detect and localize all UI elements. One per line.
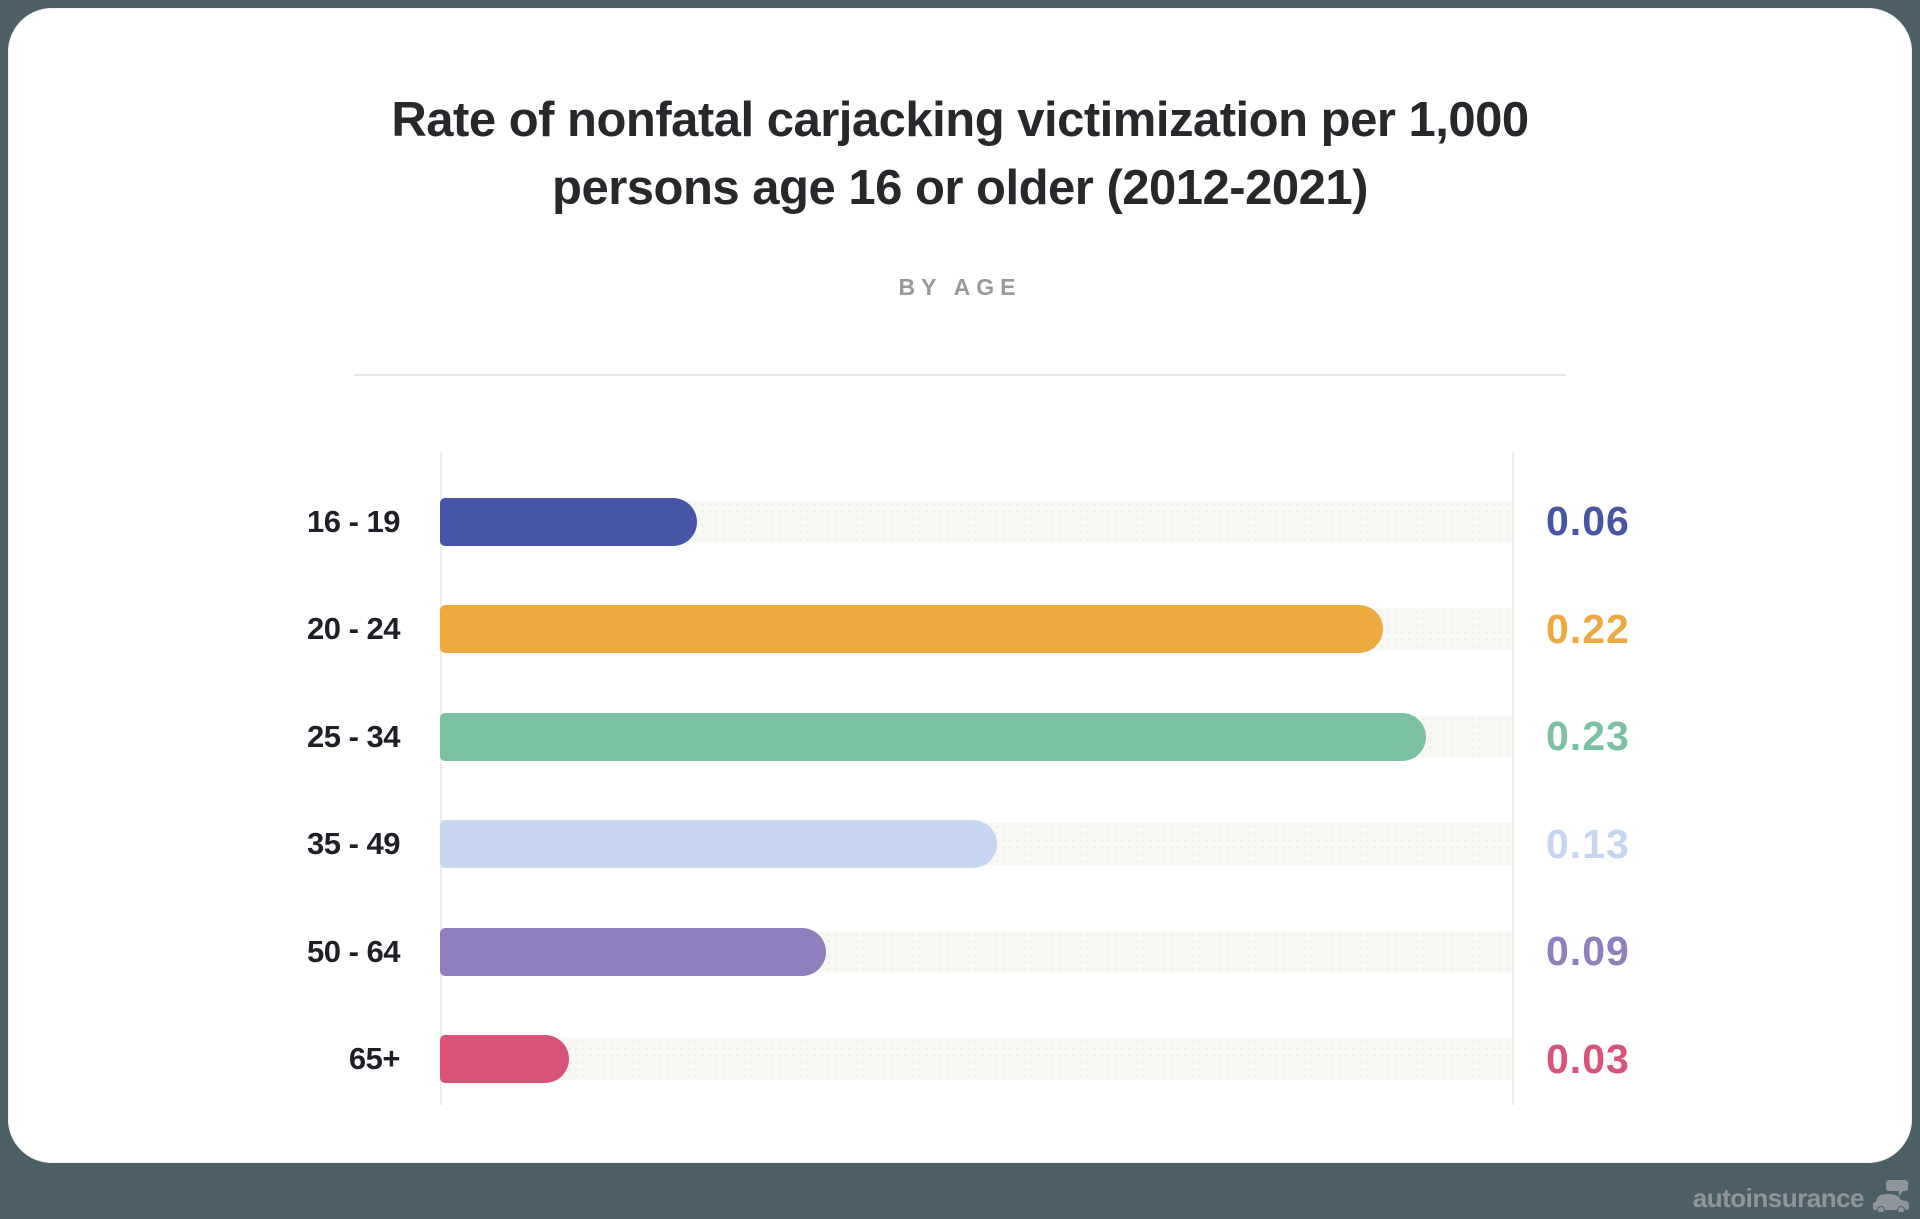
value-label: 0.22 xyxy=(1546,605,1630,652)
car-logo-icon xyxy=(1873,1180,1909,1212)
chart-row: 50 - 64 0.09 xyxy=(8,898,1912,1006)
axis-line-right xyxy=(1512,452,1514,1105)
chart-card: Rate of nonfatal carjacking victimizatio… xyxy=(8,8,1912,1163)
bar-track xyxy=(440,820,1512,869)
chart-subtitle: BY AGE xyxy=(898,274,1022,300)
bar xyxy=(440,605,1384,654)
chart-row: 16 - 19 0.06 xyxy=(8,468,1912,576)
axis-line-left xyxy=(440,452,442,1105)
bar xyxy=(440,1035,569,1084)
divider-line xyxy=(354,374,1566,376)
bar xyxy=(440,820,998,869)
value-label: 0.13 xyxy=(1546,820,1630,867)
chart-row: 20 - 24 0.22 xyxy=(8,576,1912,684)
category-label: 25 - 34 xyxy=(306,718,401,754)
bar-chart: 16 - 19 0.06 20 - 24 0.22 25 - 34 0.23 35 - 49… xyxy=(8,452,1912,1113)
value-label: 0.09 xyxy=(1546,928,1630,975)
bar-track xyxy=(440,712,1512,761)
category-label: 20 - 24 xyxy=(306,611,401,647)
chart-row: 65+ 0.03 xyxy=(8,1006,1912,1114)
bar-track xyxy=(440,927,1512,976)
category-label: 16 - 19 xyxy=(306,503,401,539)
watermark: autoinsurance xyxy=(1693,1180,1910,1214)
category-label: 65+ xyxy=(348,1041,401,1077)
chart-rows: 16 - 19 0.06 20 - 24 0.22 25 - 34 0.23 35 - 49… xyxy=(8,468,1912,1113)
watermark-text: autoinsurance xyxy=(1692,1183,1865,1213)
category-label: 35 - 49 xyxy=(306,826,401,862)
chart-row: 25 - 34 0.23 xyxy=(8,683,1912,791)
bar xyxy=(440,712,1427,761)
bar-track xyxy=(440,497,1512,546)
bar-track xyxy=(440,605,1512,654)
value-label: 0.06 xyxy=(1546,498,1630,545)
bar-track-background xyxy=(440,1038,1512,1081)
bar xyxy=(440,927,826,976)
bar xyxy=(440,497,698,546)
value-label: 0.23 xyxy=(1546,713,1630,760)
chart-title: Rate of nonfatal carjacking victimizatio… xyxy=(391,93,1529,215)
chart-row: 35 - 49 0.13 xyxy=(8,791,1912,899)
bar-track xyxy=(440,1035,1512,1084)
category-label: 50 - 64 xyxy=(306,933,401,969)
value-label: 0.03 xyxy=(1546,1035,1630,1082)
